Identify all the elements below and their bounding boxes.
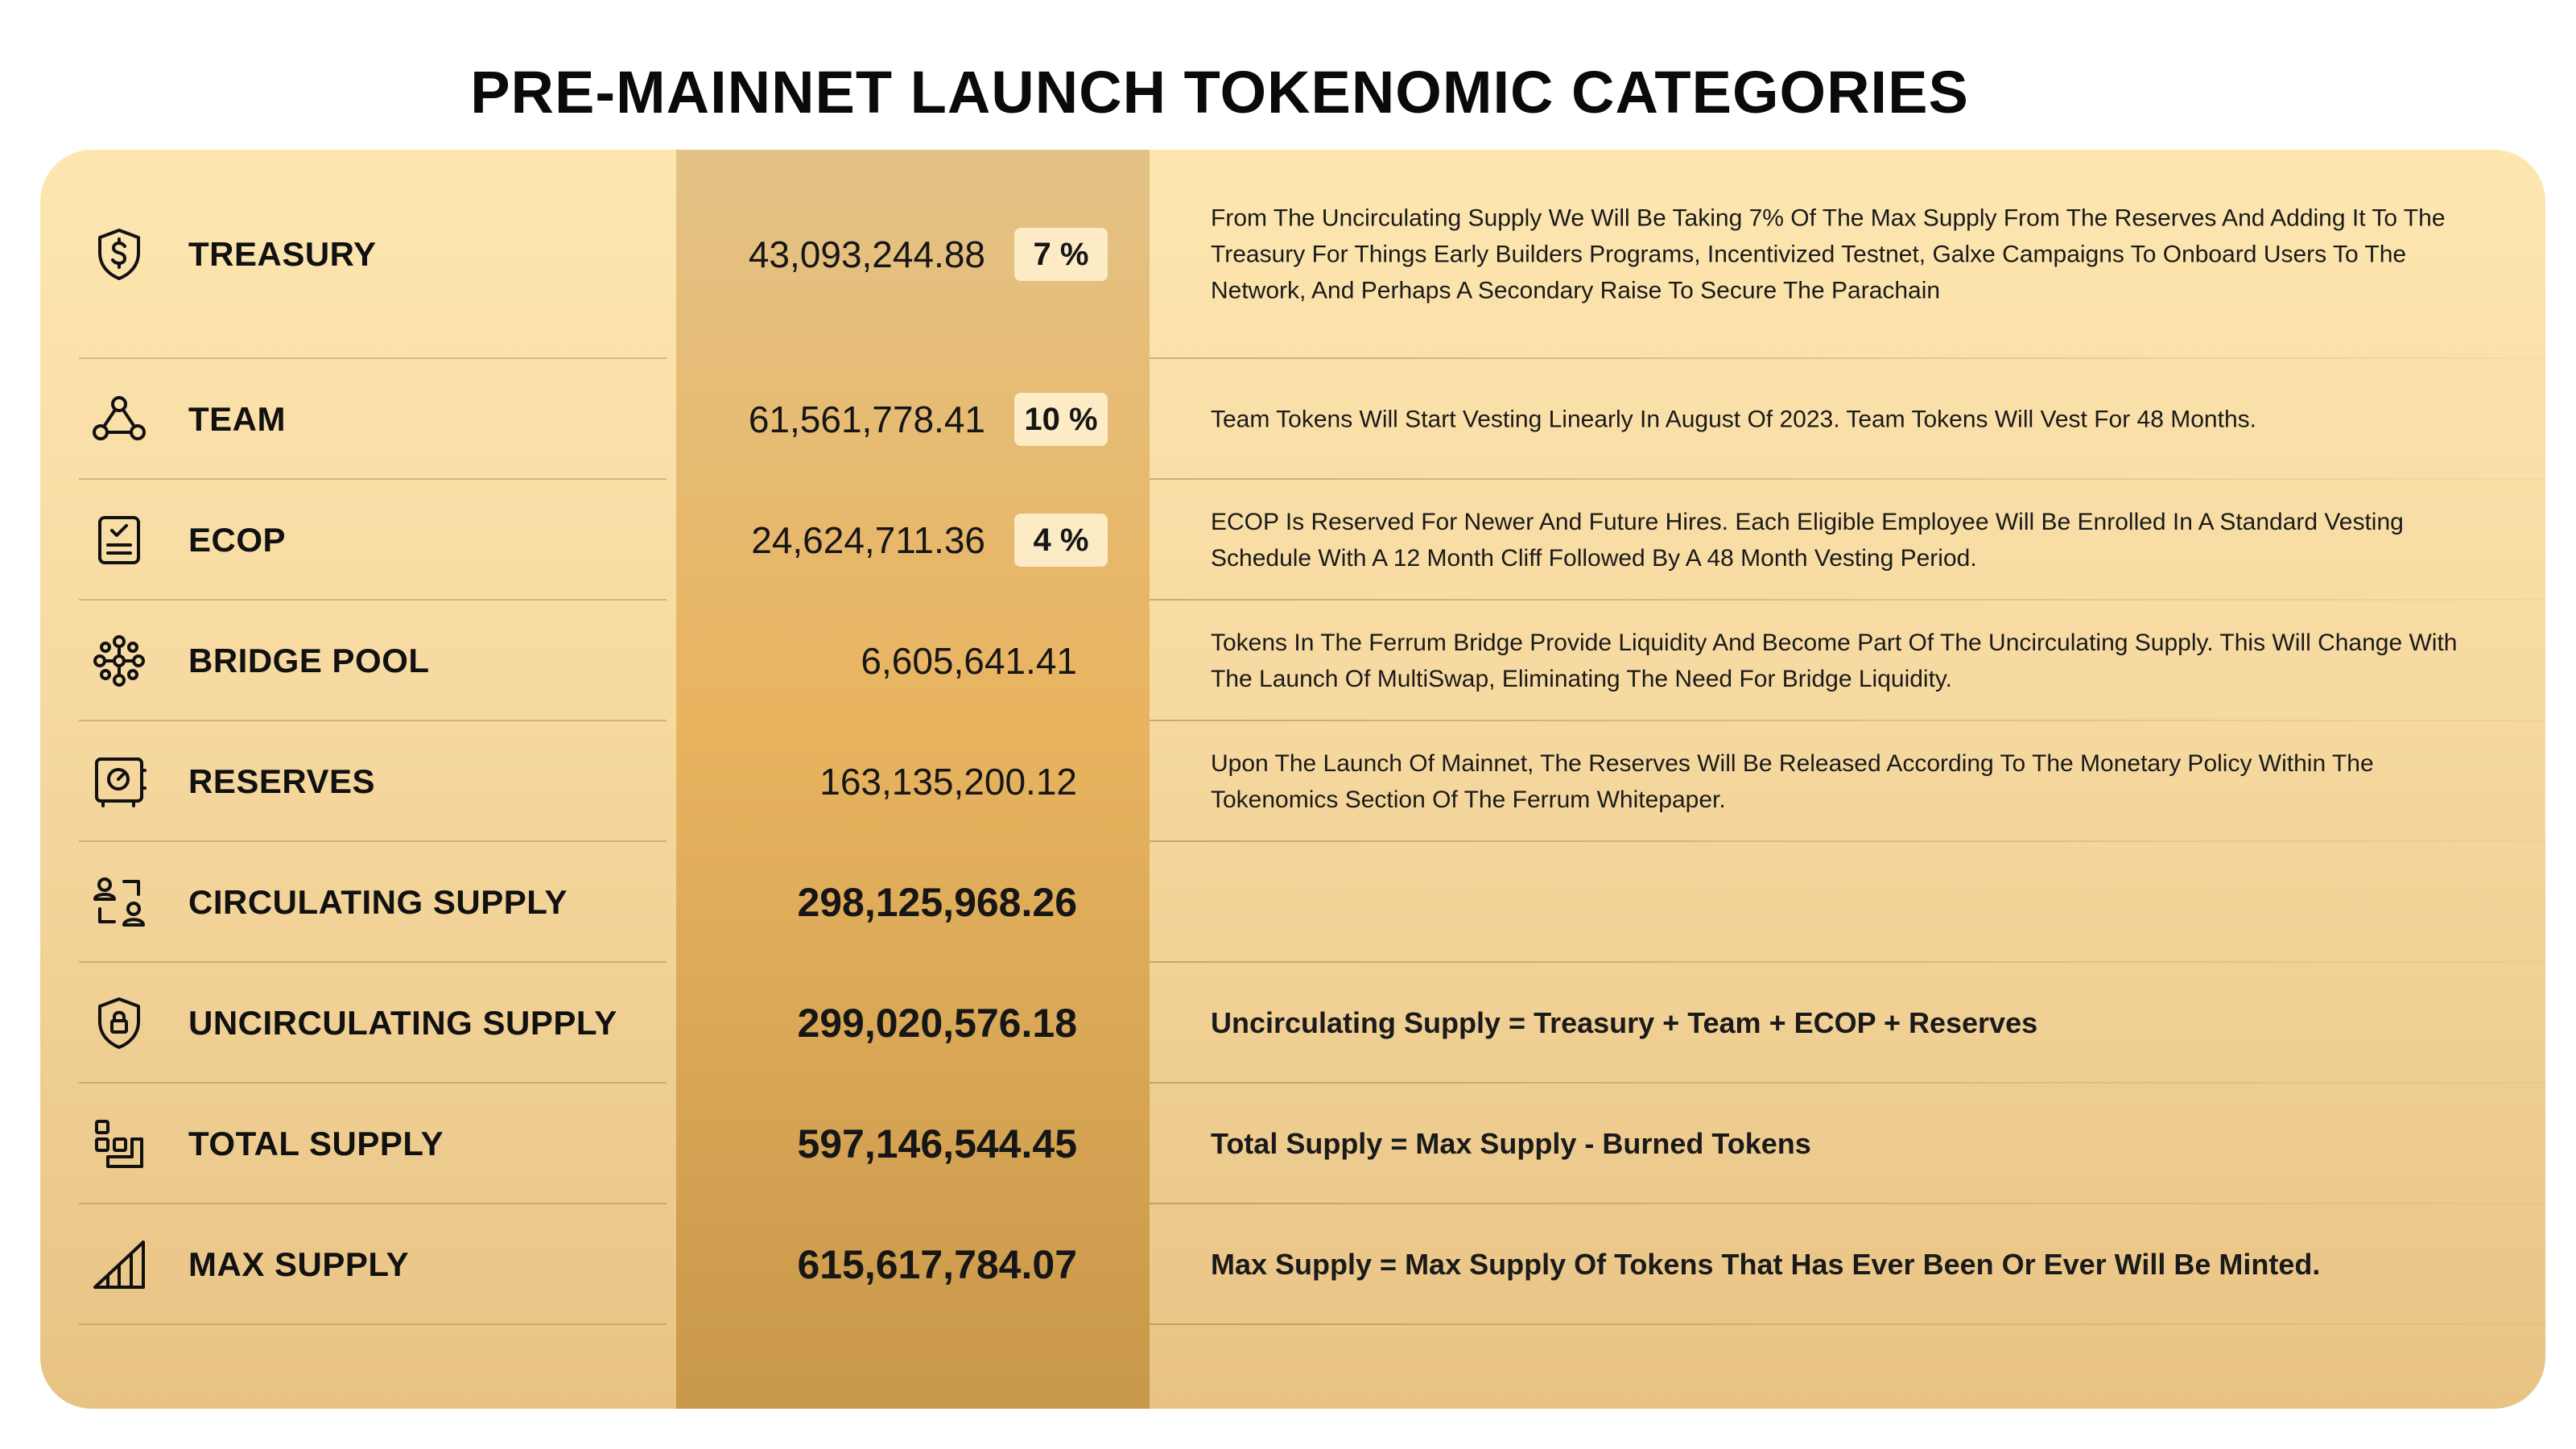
row-description: From The Uncirculating Supply We Will Be… [1211,204,2446,304]
users-circulate-icon [90,873,148,931]
row-label: BRIDGE POOL [188,642,430,679]
row-divider [79,357,667,359]
row-description: Upon The Launch Of Mainnet, The Reserves… [1211,750,2374,813]
table-row-circulating-supply: CIRCULATING SUPPLY 298,125,968.26 [40,842,2545,963]
table-row-team: TEAM 61,561,778.41 10 % Team Tokens Will… [40,359,2545,480]
row-label: TOTAL SUPPLY [188,1125,444,1162]
percent-badge: 4 % [1014,514,1108,567]
table-row-max-supply: MAX SUPPLY 615,617,784.07 Max Supply = M… [40,1204,2545,1325]
row-divider [79,961,667,963]
table-row-treasury: TREASURY 43,093,244.88 7 % From The Unci… [40,150,2545,359]
row-divider [79,1323,667,1325]
table-row-total-supply: TOTAL SUPPLY 597,146,544.45 Total Supply… [40,1084,2545,1204]
shield-dollar-icon [90,225,148,283]
row-description: Tokens In The Ferrum Bridge Provide Liqu… [1211,630,2458,692]
blocks-icon [90,1115,148,1173]
row-label: CIRCULATING SUPPLY [188,883,568,921]
checklist-icon [90,511,148,569]
table-row-reserves: RESERVES 163,135,200.12 Upon The Launch … [40,721,2545,842]
row-divider [1150,478,2545,480]
shield-lock-icon [90,994,148,1052]
row-divider [1150,840,2545,842]
row-divider [79,478,667,480]
vault-icon [90,753,148,811]
row-value: 43,093,244.88 [748,233,985,275]
percent-badge: 10 % [1014,393,1108,446]
row-description: Team Tokens Will Start Vesting Linearly … [1211,406,2256,433]
row-description: ECOP Is Reserved For Newer And Future Hi… [1211,509,2404,572]
value-column-band [676,150,1150,1409]
row-divider [1150,1203,2545,1204]
bridge-cluster-icon [90,632,148,690]
row-divider [79,720,667,721]
row-divider [1150,720,2545,721]
table-row-bridge-pool: BRIDGE POOL 6,605,641.41 Tokens In The F… [40,601,2545,721]
row-value: 24,624,711.36 [751,519,985,561]
row-divider [79,599,667,601]
row-label: TREASURY [188,235,377,273]
row-description: Max Supply = Max Supply Of Tokens That H… [1211,1248,2321,1281]
tokenomics-card: TREASURY 43,093,244.88 7 % From The Unci… [40,150,2545,1409]
row-divider [79,1082,667,1084]
signal-bars-icon [90,1236,148,1294]
row-divider [79,840,667,842]
network-nodes-icon [90,390,148,448]
row-label: ECOP [188,521,287,559]
row-label: UNCIRCULATING SUPPLY [188,1004,617,1042]
row-label: RESERVES [188,762,375,800]
row-label: TEAM [188,400,286,438]
row-value: 615,617,784.07 [797,1242,1077,1287]
row-value: 6,605,641.41 [861,640,1077,682]
row-label: MAX SUPPLY [188,1245,410,1283]
row-value: 298,125,968.26 [797,880,1077,925]
row-divider [1150,1323,2545,1325]
row-description: Total Supply = Max Supply - Burned Token… [1211,1127,1811,1160]
row-divider [1150,1082,2545,1084]
row-description: Uncirculating Supply = Treasury + Team +… [1211,1006,2038,1039]
row-divider [1150,961,2545,963]
table-row-ecop: ECOP 24,624,711.36 4 % ECOP Is Reserved … [40,480,2545,601]
percent-badge: 7 % [1014,228,1108,281]
row-divider [1150,357,2545,359]
row-divider [1150,599,2545,601]
page-title: PRE-MAINNET LAUNCH TOKENOMIC CATEGORIES [470,59,1969,126]
row-divider [79,1203,667,1204]
row-value: 597,146,544.45 [797,1121,1077,1166]
row-value: 299,020,576.18 [797,1001,1077,1046]
table-row-uncirculating-supply: UNCIRCULATING SUPPLY 299,020,576.18 Unci… [40,963,2545,1084]
row-value: 61,561,778.41 [748,398,985,440]
row-value: 163,135,200.12 [819,761,1077,803]
